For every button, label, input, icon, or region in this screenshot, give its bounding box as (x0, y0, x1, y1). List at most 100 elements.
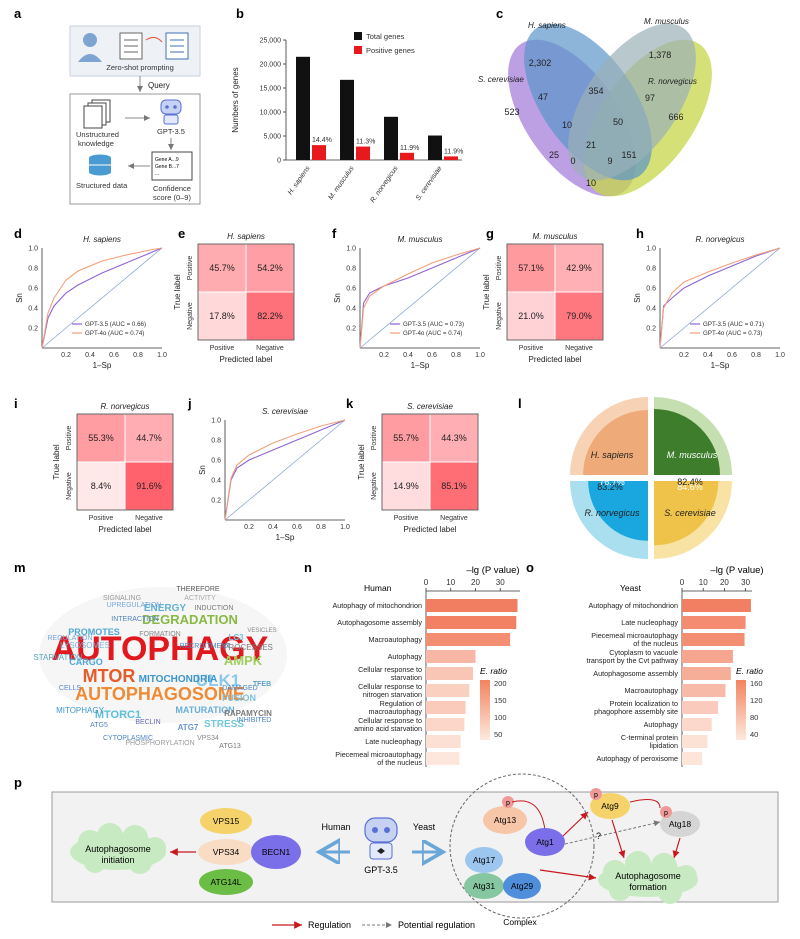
x-tick-label: 0.8 (451, 352, 461, 359)
node-atg31 (464, 873, 504, 899)
phospho-atg13 (502, 796, 514, 808)
word-cloud-term: MTOR (83, 666, 136, 686)
word-cloud-term: INTERACTION (111, 616, 158, 623)
legend-gradient (736, 680, 746, 740)
x-tick-label: 0.4 (403, 352, 413, 359)
term-label: Autophagy (388, 652, 423, 661)
y-tick-label: 0.6 (28, 286, 38, 293)
formation-cloud (598, 851, 698, 904)
word-cloud-term: ATG13 (219, 743, 241, 750)
venn-set-label: M. musculus (644, 17, 689, 26)
accuracy-quadrant-chart: H. sapiens 83.2% M. musculus 84.6% R. norveg… (570, 397, 732, 559)
x-tick-label: 0.4 (268, 524, 278, 531)
legend-tick-label: 100 (494, 713, 507, 722)
y-tick-label: 20,000 (260, 62, 282, 69)
y-axis-label: Numbers of genes (231, 67, 240, 132)
col-label: Negative (135, 515, 163, 522)
unstructured-label-1: Unstructured (76, 130, 119, 139)
word-cloud-term: PHOSPHORYLATION (125, 740, 194, 747)
word-cloud-background (39, 587, 287, 723)
row-label: Negative (496, 302, 503, 330)
atg18-to-formation-arrow (672, 837, 681, 859)
word-cloud-term: DEGRADATION (142, 612, 238, 627)
panel-label-e: e (178, 226, 185, 241)
legend-tick-label: 200 (494, 679, 507, 688)
y-tick-label: 0.4 (211, 478, 221, 485)
legend-tick-label: 160 (750, 679, 763, 688)
y-tick-label: 0 (277, 158, 281, 165)
initiation-label-1: Autophagosome (85, 844, 151, 854)
x-tick-label: 30 (741, 578, 750, 587)
y-tick-label: 1.0 (346, 246, 356, 253)
term-label: Regulation of (380, 699, 422, 708)
y-tick-label: 0.8 (28, 266, 38, 273)
quadrant-value: 76.7% (599, 477, 625, 487)
matrix-cell-value: 8.4% (91, 481, 112, 491)
x-tick-label: 0.6 (292, 524, 302, 531)
enrichment-bar (682, 752, 703, 765)
panel-l: l H. sapiens 83.2% M. musculus 84.6% R. norv… (518, 396, 732, 559)
y-axis-label: True label (357, 444, 366, 480)
venn-count-yeast_rat: 10 (586, 178, 596, 188)
x-tick-label: 0.2 (61, 352, 71, 359)
x-tick-label: 0.6 (109, 352, 119, 359)
node-vps15-label: VPS15 (213, 816, 240, 826)
matrix-cell-value: 55.7% (393, 433, 419, 443)
matrix-cell-value: 44.7% (136, 433, 162, 443)
quadrant-name: M. musculus (667, 450, 718, 460)
roc-line-gpt35 (224, 419, 346, 521)
venn-count-human_yeast: 47 (538, 92, 548, 102)
col-label: Positive (89, 515, 114, 522)
word-cloud-term: VPS34 (197, 735, 219, 742)
panel-label-f: f (332, 226, 337, 241)
term-label: Autophagy of mitochondrion (588, 601, 678, 610)
x-axis-label: Predicted label (529, 355, 582, 364)
panel-label-i: i (14, 396, 18, 411)
word-cloud-term: INHIBITED (237, 717, 272, 724)
x-tick-label: 0.2 (244, 524, 254, 531)
term-label: Late nucleophagy (621, 618, 678, 627)
quadrant-inner (588, 481, 648, 541)
node-atg31-label: Atg31 (473, 881, 495, 891)
quadrant-inner (583, 410, 648, 475)
quadrant-name: S. cerevisiae (664, 508, 716, 518)
enrichment-bar (682, 633, 745, 646)
venn-count-only_rat: 666 (668, 112, 683, 122)
enrichment-bar (682, 701, 719, 714)
matrix-title: R. norvegicus (101, 402, 150, 411)
node-atg13 (483, 806, 527, 834)
col-label: Positive (210, 345, 235, 352)
gene-line-2: Gene B...7 (155, 164, 179, 170)
roc-curve-rat: R. norvegicus 0.2 0.4 0.6 0.8 1.0 0.2 0.4 0.6 0.8… (633, 235, 785, 370)
phospho-atg18 (660, 806, 672, 818)
node-vps34 (198, 839, 254, 865)
x-axis-label: 1–Sp (411, 361, 430, 370)
word-cloud-term: AMPK (224, 653, 263, 668)
word-cloud-term: ACTIVITY (184, 595, 216, 602)
y-axis-label: Sn (333, 293, 342, 303)
enrichment-bar (426, 616, 517, 629)
col-label: Negative (565, 345, 593, 352)
enrichment-bar (682, 718, 712, 731)
matrix-cell-value: 82.2% (257, 311, 283, 321)
enrichment-bar (682, 616, 746, 629)
word-cloud-term: ATG5 (90, 722, 108, 729)
y-tick-label: 0.8 (646, 266, 656, 273)
term-label-cont: starvation (391, 673, 422, 682)
matrix-title: S. cerevisiae (407, 402, 453, 411)
venn-count-all_four: 21 (586, 140, 596, 150)
x-tick-label: R. norvegicus (369, 165, 400, 204)
node-atg1-label: Atg1 (536, 837, 554, 847)
x-tick-label: 1.0 (475, 352, 485, 359)
node-atg14l (199, 869, 253, 895)
panel-p: p Autophagosome initiation VPS15 VPS34 A… (14, 773, 779, 930)
term-label: Piecemeal microautophagy (591, 631, 678, 640)
node-atg29-label: Atg29 (511, 881, 533, 891)
node-atg9 (590, 793, 630, 819)
x-axis-label: Predicted label (99, 525, 152, 534)
phospho-atg9 (590, 788, 602, 800)
panel-label-k: k (346, 396, 354, 411)
x-axis-label: 1–Sp (93, 361, 112, 370)
word-cloud-term: MITOPHAGY (56, 706, 105, 715)
enrichment-bar (682, 599, 751, 612)
